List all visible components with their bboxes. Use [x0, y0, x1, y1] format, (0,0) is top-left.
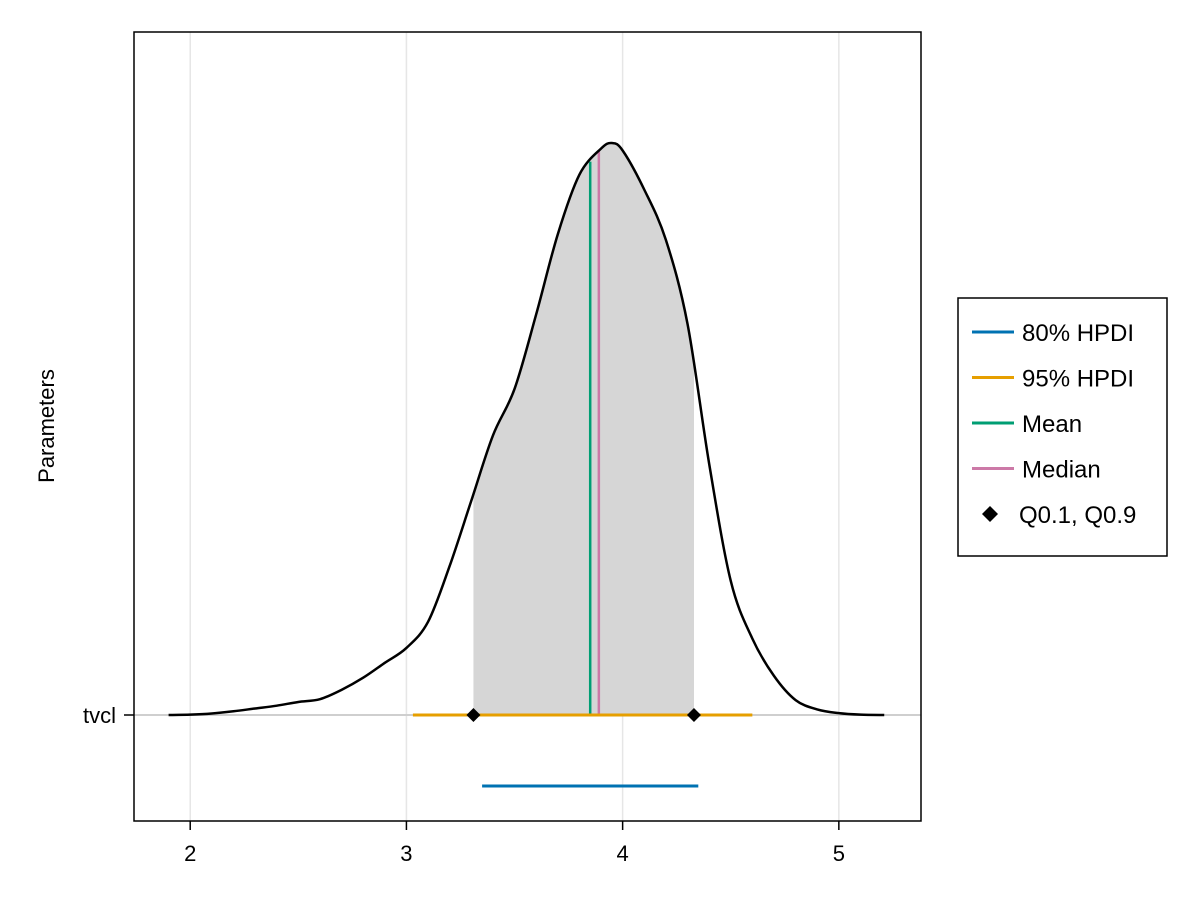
x-tick-label: 2: [184, 841, 196, 866]
y-axis-title: Parameters: [34, 369, 59, 483]
x-tick-label: 5: [833, 841, 845, 866]
legend-label: Mean: [1022, 411, 1082, 438]
legend-label: 80% HPDI: [1022, 320, 1134, 347]
interval-markers: [412, 708, 753, 788]
legend-swatch-diamond: [982, 506, 998, 522]
legend: 80% HPDI 95% HPDI Mean Median Q0.1, Q0.9: [957, 297, 1168, 557]
x-axis-ticks: 2 3 4 5: [184, 821, 845, 866]
plot-frame: [133, 31, 922, 822]
x-tick-label: 4: [617, 841, 629, 866]
density-curve: [168, 141, 885, 717]
y-axis-tick: tvcl: [83, 703, 134, 728]
legend-label: Q0.1, Q0.9: [1019, 502, 1136, 529]
legend-label: 95% HPDI: [1022, 366, 1134, 393]
y-tick-label: tvcl: [83, 703, 116, 728]
quantile-marker: [466, 708, 481, 722]
shaded-interval-area: [473, 142, 694, 715]
x-tick-label: 3: [400, 841, 412, 866]
quantile-marker: [686, 708, 701, 722]
legend-label: Median: [1022, 457, 1101, 484]
density-area: [168, 141, 885, 717]
